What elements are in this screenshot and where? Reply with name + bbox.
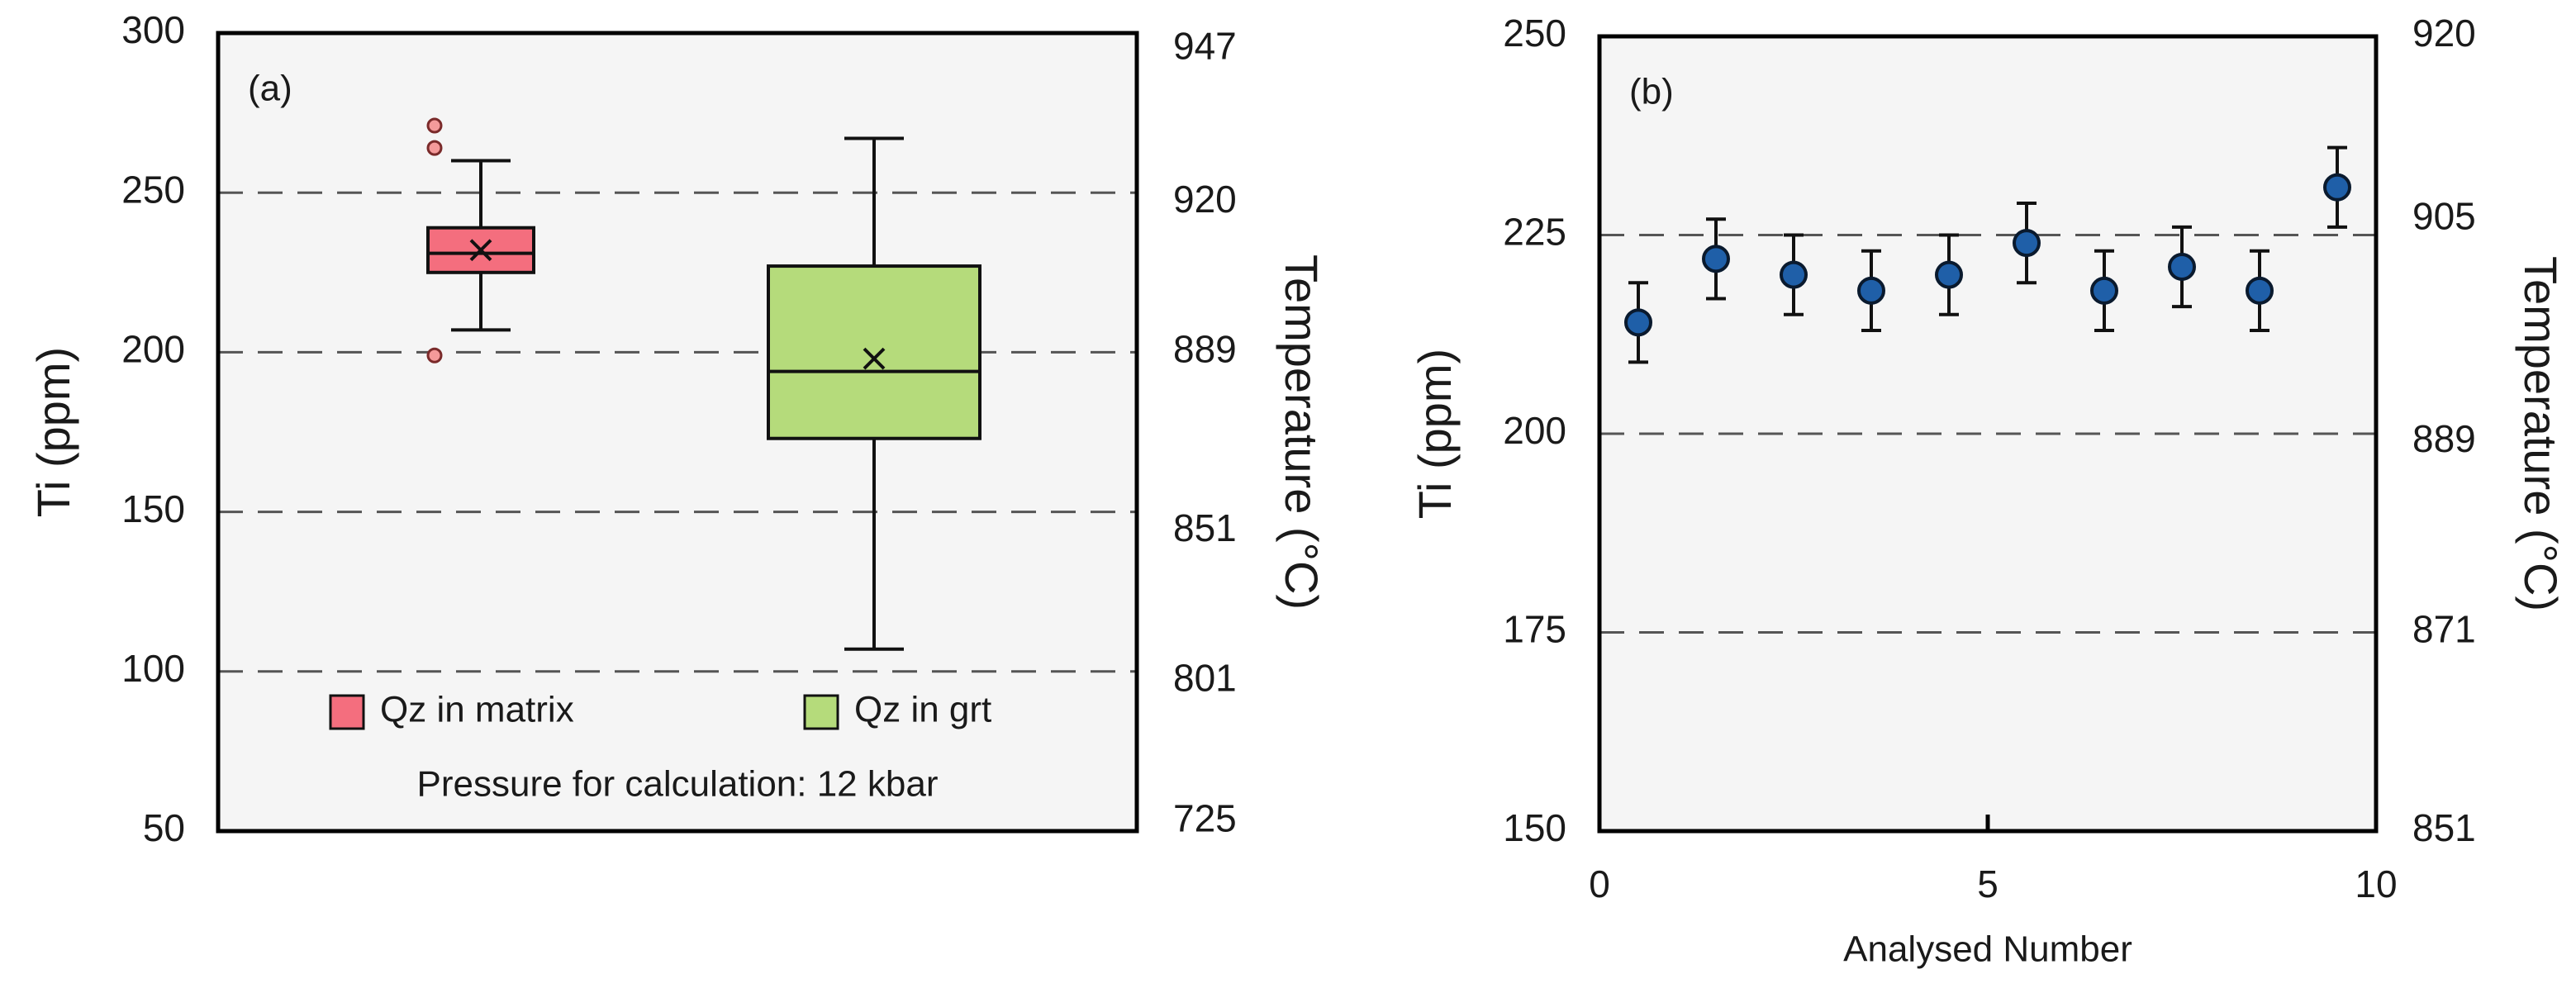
note: Pressure for calculation: 12 kbar bbox=[417, 764, 939, 805]
y2-tick-label: 889 bbox=[1173, 328, 1237, 371]
y-tick-label: 225 bbox=[1503, 211, 1566, 254]
y2-tick-label: 871 bbox=[2412, 608, 2476, 651]
y2-tick-label: 851 bbox=[2412, 806, 2476, 849]
y2-tick-label: 947 bbox=[1173, 24, 1237, 67]
y2-tick-label: 801 bbox=[1173, 657, 1237, 700]
chart: 50 100 150 200 250 300 725 801 851 889 920 947 Ti (p… bbox=[27, 8, 1328, 849]
y2-tick-label: 889 bbox=[2412, 417, 2476, 460]
point bbox=[2013, 229, 2041, 258]
y-axis-label: Ti (ppm) bbox=[27, 347, 79, 517]
legend-label: Qz in matrix bbox=[380, 690, 574, 730]
panel-label: (b) bbox=[1629, 72, 1674, 112]
y2-tick-label: 920 bbox=[1173, 178, 1237, 221]
y2-axis-label: Temperature (°C) bbox=[1276, 254, 1328, 610]
point bbox=[1624, 308, 1652, 337]
panel-label: (a) bbox=[248, 69, 292, 109]
plot-area bbox=[218, 33, 1137, 831]
outlier bbox=[426, 117, 443, 134]
outlier bbox=[426, 347, 443, 363]
y2-tick-label: 725 bbox=[1173, 797, 1237, 840]
legend-swatch bbox=[803, 694, 839, 730]
box bbox=[767, 264, 981, 440]
point bbox=[2168, 252, 2196, 281]
mean-marker bbox=[469, 239, 492, 262]
point bbox=[1857, 276, 1885, 305]
y2-tick-label: 851 bbox=[1173, 506, 1237, 549]
y-tick-label: 250 bbox=[121, 168, 185, 211]
x-tick-label: 5 bbox=[1977, 862, 1999, 905]
chart: 150 175 200 225 250 851 871 889 905 920 Ti (ppm) Te… bbox=[1409, 12, 2567, 969]
x-axis-label: Analysed Number bbox=[1843, 929, 2132, 970]
point bbox=[2246, 276, 2274, 305]
legend-swatch bbox=[329, 694, 365, 730]
y-tick-label: 50 bbox=[143, 806, 185, 849]
y2-tick-label: 920 bbox=[2412, 12, 2476, 55]
outlier bbox=[426, 140, 443, 156]
point bbox=[1935, 260, 1963, 289]
point bbox=[1702, 245, 1730, 273]
point bbox=[1780, 260, 1808, 289]
y-tick-label: 100 bbox=[121, 647, 185, 690]
y-tick-label: 150 bbox=[121, 487, 185, 530]
plot-area bbox=[1599, 36, 2376, 831]
y-tick-label: 200 bbox=[1503, 409, 1566, 452]
y2-axis-label: Temperature (°C) bbox=[2515, 256, 2567, 611]
legend-label: Qz in grt bbox=[854, 690, 991, 730]
plot-frame bbox=[216, 31, 1139, 834]
y-tick-label: 175 bbox=[1503, 608, 1566, 651]
mean-marker bbox=[863, 347, 886, 370]
x-tick-label: 0 bbox=[1589, 862, 1610, 905]
y-tick-label: 150 bbox=[1503, 806, 1566, 849]
plot-frame bbox=[1597, 34, 2379, 834]
x-tick-label: 10 bbox=[2355, 862, 2397, 905]
y-axis-label: Ti (ppm) bbox=[1409, 349, 1461, 519]
point bbox=[2323, 173, 2351, 202]
y2-tick-label: 905 bbox=[2412, 194, 2476, 237]
point bbox=[2090, 276, 2118, 305]
y-tick-label: 250 bbox=[1503, 12, 1566, 55]
y-tick-label: 200 bbox=[121, 328, 185, 371]
y-tick-label: 300 bbox=[121, 8, 185, 51]
